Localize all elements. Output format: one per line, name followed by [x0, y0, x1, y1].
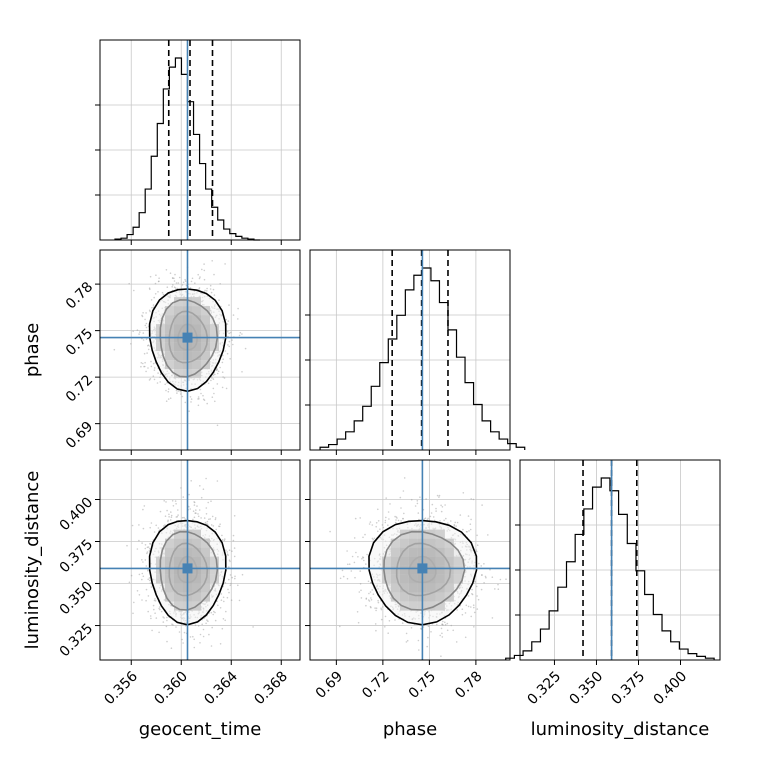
y-tick-label-luminosity_distance: 0.375	[57, 536, 97, 576]
truth-marker	[182, 332, 193, 343]
frame-layer	[99, 39, 721, 661]
x-tick-label-geocent_time: 0.360	[151, 668, 191, 708]
y-tick-label-luminosity_distance: 0.400	[57, 494, 97, 534]
y-tick-label-phase: 0.75	[63, 326, 96, 359]
y-tick-label-phase: 0.72	[63, 372, 96, 405]
x-tick-label-geocent_time: 0.364	[201, 668, 241, 708]
histogram-luminosity_distance	[505, 477, 715, 660]
panel-frame	[99, 459, 301, 661]
x-tick-label-luminosity_distance: 0.375	[609, 668, 649, 708]
panel-frame	[309, 459, 511, 661]
panel-frame	[309, 249, 511, 451]
x-tick-label-geocent_time: 0.368	[251, 668, 291, 708]
x-tick-label-phase: 0.75	[406, 668, 439, 701]
panel-frame	[99, 39, 301, 241]
x-tick-label-luminosity_distance: 0.350	[567, 668, 607, 708]
truth-layer	[100, 40, 613, 660]
x-tick-label-geocent_time: 0.356	[101, 668, 141, 708]
panel-frame	[99, 249, 301, 451]
label-layer: geocent_time phase luminosity_distance p…	[22, 323, 709, 740]
y-tick-label-luminosity_distance: 0.325	[57, 621, 97, 661]
x-axis-label-phase: phase	[383, 719, 437, 740]
truth-marker	[182, 563, 193, 574]
y-tick-label-luminosity_distance: 0.350	[57, 579, 97, 619]
x-tick-label-phase: 0.72	[359, 668, 392, 701]
tick-layer: 0.356 0.360 0.364 0.368 0.69 0.72 0.75 0.78 0.32…	[57, 104, 691, 708]
y-tick-label-phase: 0.69	[63, 419, 96, 452]
x-axis-label-luminosity-distance: luminosity_distance	[531, 719, 710, 740]
contour-layer	[148, 288, 478, 626]
x-axis-label-geocent-time: geocent_time	[139, 719, 262, 740]
y-axis-label-luminosity-distance: luminosity_distance	[22, 471, 43, 650]
x-tick-label-phase: 0.69	[313, 668, 346, 701]
panel-frame	[519, 459, 721, 661]
truth-marker	[417, 563, 428, 574]
x-tick-label-luminosity_distance: 0.325	[525, 668, 565, 708]
y-tick-label-phase: 0.78	[63, 279, 96, 312]
grid-layer	[100, 40, 720, 660]
x-tick-label-phase: 0.78	[452, 668, 485, 701]
y-axis-label-phase: phase	[22, 323, 43, 377]
x-tick-label-luminosity_distance: 0.400	[651, 668, 691, 708]
